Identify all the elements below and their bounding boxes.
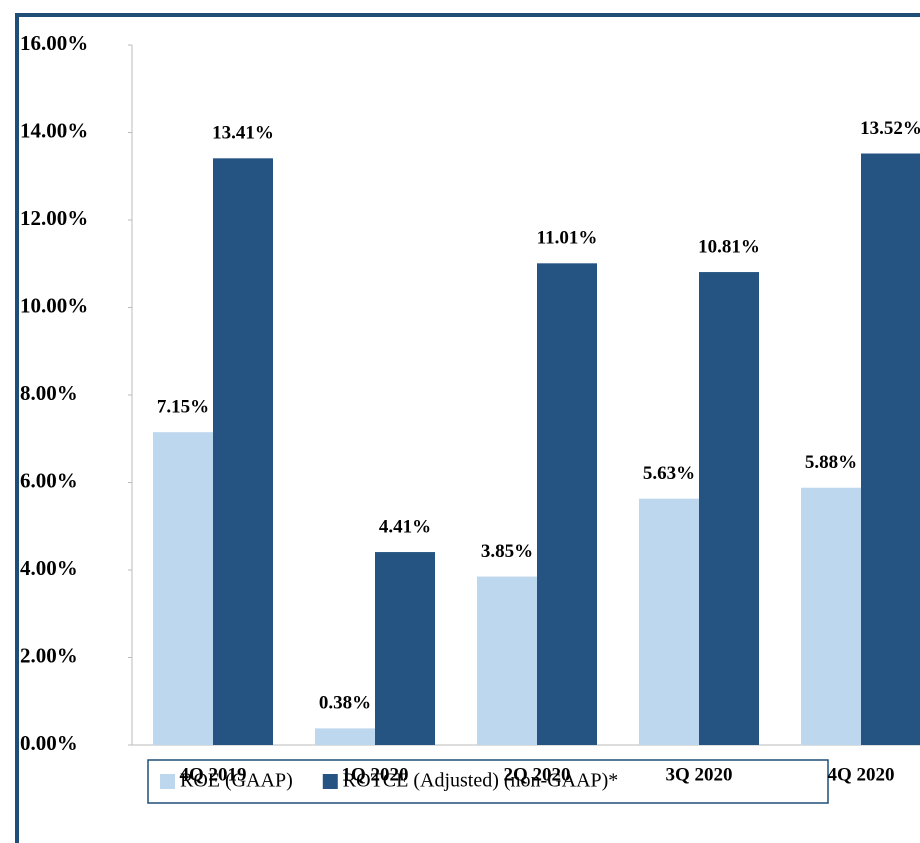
y-tick-label: 0.00%	[20, 731, 78, 755]
bar	[375, 552, 435, 745]
legend-label: ROTCE (Adjusted) (non-GAAP)*	[343, 770, 619, 792]
bar	[639, 498, 699, 745]
legend-swatch	[160, 774, 175, 789]
value-label: 5.63%	[643, 463, 695, 484]
value-label: 13.41%	[212, 123, 274, 144]
legend-label: ROE (GAAP)	[180, 770, 293, 792]
value-label: 10.81%	[698, 236, 760, 257]
y-tick-label: 16.00%	[20, 31, 88, 55]
bar	[153, 432, 213, 745]
bar	[315, 728, 375, 745]
value-label: 3.85%	[481, 541, 533, 562]
value-label: 4.41%	[379, 516, 431, 537]
value-label: 7.15%	[157, 397, 209, 418]
value-label: 11.01%	[537, 228, 598, 249]
x-tick-label: 3Q 2020	[665, 764, 732, 785]
x-tick-label: 4Q 2020	[827, 764, 894, 785]
legend	[147, 759, 829, 804]
bar	[699, 272, 759, 745]
value-label: 13.52%	[860, 118, 920, 139]
y-tick-label: 4.00%	[20, 556, 78, 580]
value-label: 0.38%	[319, 693, 371, 714]
y-tick-label: 12.00%	[20, 206, 88, 230]
bar	[537, 263, 597, 745]
y-tick-label: 2.00%	[20, 643, 78, 667]
legend-swatch	[322, 774, 338, 789]
bar	[861, 153, 920, 745]
y-tick-label: 10.00%	[20, 293, 88, 317]
y-tick-label: 14.00%	[20, 118, 88, 142]
x-tick-label: 4Q 2019	[179, 764, 246, 785]
frame	[15, 13, 920, 843]
x-tick-label: 1Q 2020	[341, 764, 408, 785]
y-tick-label: 6.00%	[20, 468, 78, 492]
x-tick-label: 2Q 2020	[503, 764, 570, 785]
y-tick-label: 8.00%	[20, 381, 78, 405]
bar	[213, 158, 273, 745]
bar	[477, 576, 537, 745]
value-label: 5.88%	[805, 452, 857, 473]
bar	[801, 487, 861, 745]
